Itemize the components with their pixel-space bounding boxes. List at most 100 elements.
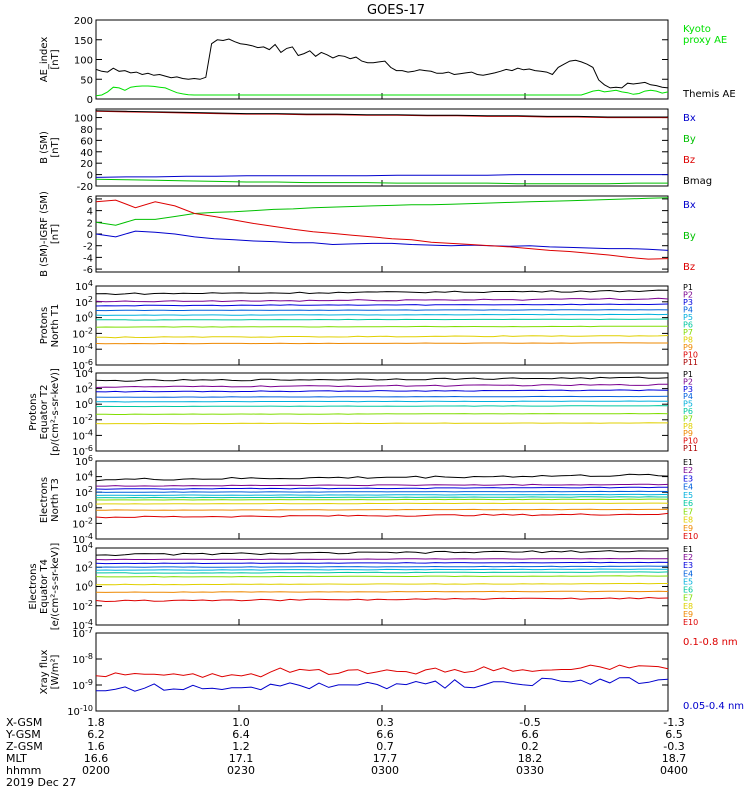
series-line (95, 561, 669, 565)
legend-label: E3 (683, 561, 693, 570)
legend-label: Bz (683, 155, 695, 166)
legend-label: P7 (683, 328, 693, 337)
legend-label: E9 (683, 524, 693, 533)
series-line (95, 493, 669, 496)
footer-cell: -0.3 (663, 740, 685, 753)
y-tick-label: 102 (75, 485, 93, 499)
footer-cell: 0300 (371, 764, 399, 777)
footer-row-ygsm: Y-GSM 6.2 6.4 6.6 6.6 6.5 (6, 728, 746, 741)
legend-label: E4 (683, 569, 693, 578)
legend-label: E6 (683, 586, 693, 595)
legend-label: By (683, 134, 696, 145)
series-line (95, 486, 669, 490)
y-axis-label: B (SM)-IGRF (SM)[nT] (39, 191, 61, 277)
legend-label: P1 (683, 370, 693, 379)
footer-row-label: Y-GSM (6, 728, 41, 741)
y-tick-label: 60 (80, 136, 93, 147)
footer-cell: 0230 (227, 764, 255, 777)
y-tick-label: 104 (75, 366, 93, 380)
legend-label: E2 (683, 466, 693, 475)
y-axis-label: B (SM)[nT] (39, 131, 61, 164)
y-tick-label: 80 (80, 125, 93, 136)
footer-cell: 16.6 (83, 752, 109, 765)
legend-label: Bx (683, 200, 696, 211)
legend-label: Kyoto proxy AE (683, 24, 727, 46)
footer-cell: 6.4 (232, 728, 250, 741)
panel-frame (95, 632, 669, 712)
footer-cell: 0330 (516, 764, 544, 777)
y-tick-label: -20 (77, 182, 93, 193)
legend-label: P10 (683, 351, 698, 360)
legend-label: E6 (683, 499, 693, 508)
legend-label: E8 (683, 602, 693, 611)
series-line (95, 557, 669, 561)
series-line (95, 110, 668, 119)
series-line (95, 502, 669, 505)
legend-label: E1 (683, 458, 693, 467)
series-line (95, 550, 669, 557)
footer-cell: 18.7 (661, 752, 687, 765)
legend-label: P4 (683, 306, 693, 315)
series-line (96, 318, 669, 321)
y-tick-label: 150 (74, 36, 93, 47)
panel-1: 0 50 100 150 200 AE_index[nT] Kyoto proxy AE The… (39, 16, 736, 106)
footer-cell: 0400 (660, 764, 688, 777)
series-line (95, 178, 668, 185)
series-line (95, 565, 669, 568)
series-line (95, 313, 669, 316)
footer-row-xgsm: X-GSM 1.8 1.0 0.3 -0.5 -1.3 (6, 716, 746, 729)
series-line (95, 289, 669, 296)
y-axis-label: ProtonsNorth T1 (39, 304, 61, 348)
series-line (95, 335, 669, 339)
series-line (96, 400, 668, 403)
series-line (96, 483, 669, 487)
footer-row-zgsm: Z-GSM 1.6 1.2 0.7 0.2 -0.3 (6, 740, 746, 753)
series-line (95, 303, 669, 307)
y-tick-label: 100 (75, 311, 93, 325)
series-line (95, 490, 669, 493)
footer-cell: 6.2 (87, 728, 105, 741)
y-tick-label: 10-9 (72, 678, 93, 692)
y-tick-label: 100 (74, 114, 93, 125)
series-line (95, 496, 668, 499)
panel-frame (95, 285, 669, 366)
y-tick-label: 200 (74, 16, 93, 27)
series-line (96, 412, 669, 415)
y-tick-label: 10-6 (72, 358, 93, 372)
footer-cell: 1.6 (87, 740, 105, 753)
series-line (95, 664, 669, 678)
footer-cell: 0.2 (521, 740, 539, 753)
orbit-footer: X-GSM 1.8 1.0 0.3 -0.5 -1.3 Y-GSM 6.2 6.… (6, 716, 746, 800)
legend-label: E5 (683, 577, 693, 586)
y-tick-label: 10-6 (72, 444, 93, 458)
y-tick-label: 40 (80, 148, 93, 159)
y-tick-label: 50 (80, 75, 93, 86)
legend-label: Bmag (683, 176, 712, 187)
legend-label: P2 (683, 291, 693, 300)
legend-label: P6 (683, 321, 693, 330)
legend-label: P8 (683, 336, 693, 345)
y-tick-label: 10-4 (72, 428, 93, 442)
y-tick-label: -4 (83, 253, 93, 264)
legend-label: P9 (683, 429, 693, 438)
y-tick-label: 10-10 (67, 704, 93, 718)
series-line (95, 342, 668, 345)
y-tick-label: 100 (74, 56, 93, 67)
y-tick-label: 104 (75, 541, 93, 555)
legend-label: P5 (683, 313, 693, 322)
panel-7: 10-4 10-2 100 102 104 ElectronsEquator T4[e/(… (28, 541, 698, 632)
y-tick-label: 100 (75, 580, 93, 594)
legend-label: E8 (683, 516, 693, 525)
legend-label: E10 (683, 532, 698, 541)
y-tick-label: 104 (75, 470, 93, 484)
y-tick-label: 10-2 (72, 326, 93, 340)
footer-date: 2019 Dec 27 (6, 776, 746, 789)
y-axis-label: ElectronsNorth T3 (39, 477, 61, 523)
y-tick-label: 0 (87, 171, 93, 182)
y-tick-label: 0 (87, 95, 93, 106)
legend-label: Bx (683, 113, 696, 124)
legend-label: P11 (683, 358, 698, 367)
